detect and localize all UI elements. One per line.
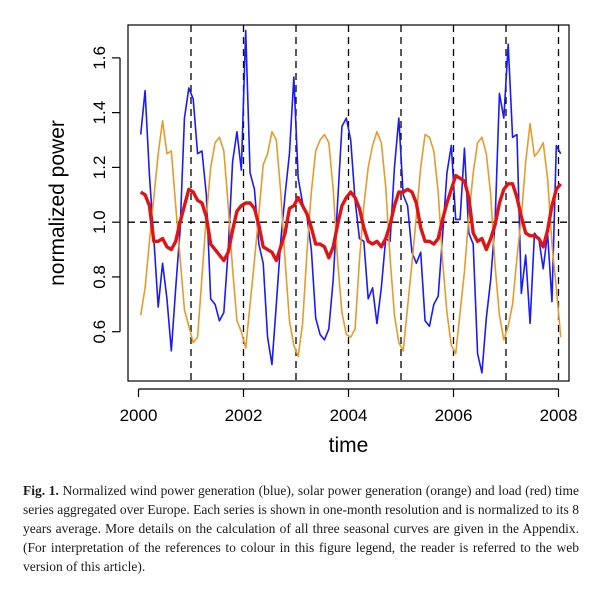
plot-frame bbox=[127, 24, 570, 382]
wind-power-line bbox=[139, 29, 562, 374]
y-axis: 0.6 0.8 1.0 1.2 1.4 1.6 bbox=[90, 46, 121, 344]
figure-caption: Fig. 1. Normalized wind power generation… bbox=[23, 481, 579, 576]
y-tick-label: 0.8 bbox=[90, 265, 109, 289]
figure-caption-text: Normalized wind power generation (blue),… bbox=[23, 483, 580, 574]
x-tick-label: 2000 bbox=[120, 406, 158, 425]
figure-caption-label: Fig. 1. bbox=[23, 483, 59, 498]
y-tick-label: 1.4 bbox=[90, 101, 109, 125]
x-tick-label: 2004 bbox=[330, 406, 368, 425]
series-group bbox=[139, 29, 563, 374]
x-axis-title: time bbox=[329, 434, 369, 457]
y-tick-label: 1.2 bbox=[90, 156, 109, 180]
y-tick-label: 0.6 bbox=[90, 320, 109, 344]
x-tick-label: 2006 bbox=[435, 406, 473, 425]
x-tick-label: 2008 bbox=[540, 406, 578, 425]
y-tick-label: 1.0 bbox=[90, 210, 109, 234]
y-tick-label: 1.6 bbox=[90, 46, 109, 70]
y-axis-title: normalized power bbox=[46, 120, 69, 286]
x-tick-label: 2002 bbox=[225, 406, 263, 425]
x-axis: 2000 2002 2004 2006 2008 bbox=[120, 388, 578, 425]
line-chart: 2000 2002 2004 2006 2008 0.60.81.01.21.41.6 … bbox=[46, 24, 578, 457]
solar-power-line bbox=[139, 120, 562, 358]
load-line bbox=[139, 173, 563, 263]
